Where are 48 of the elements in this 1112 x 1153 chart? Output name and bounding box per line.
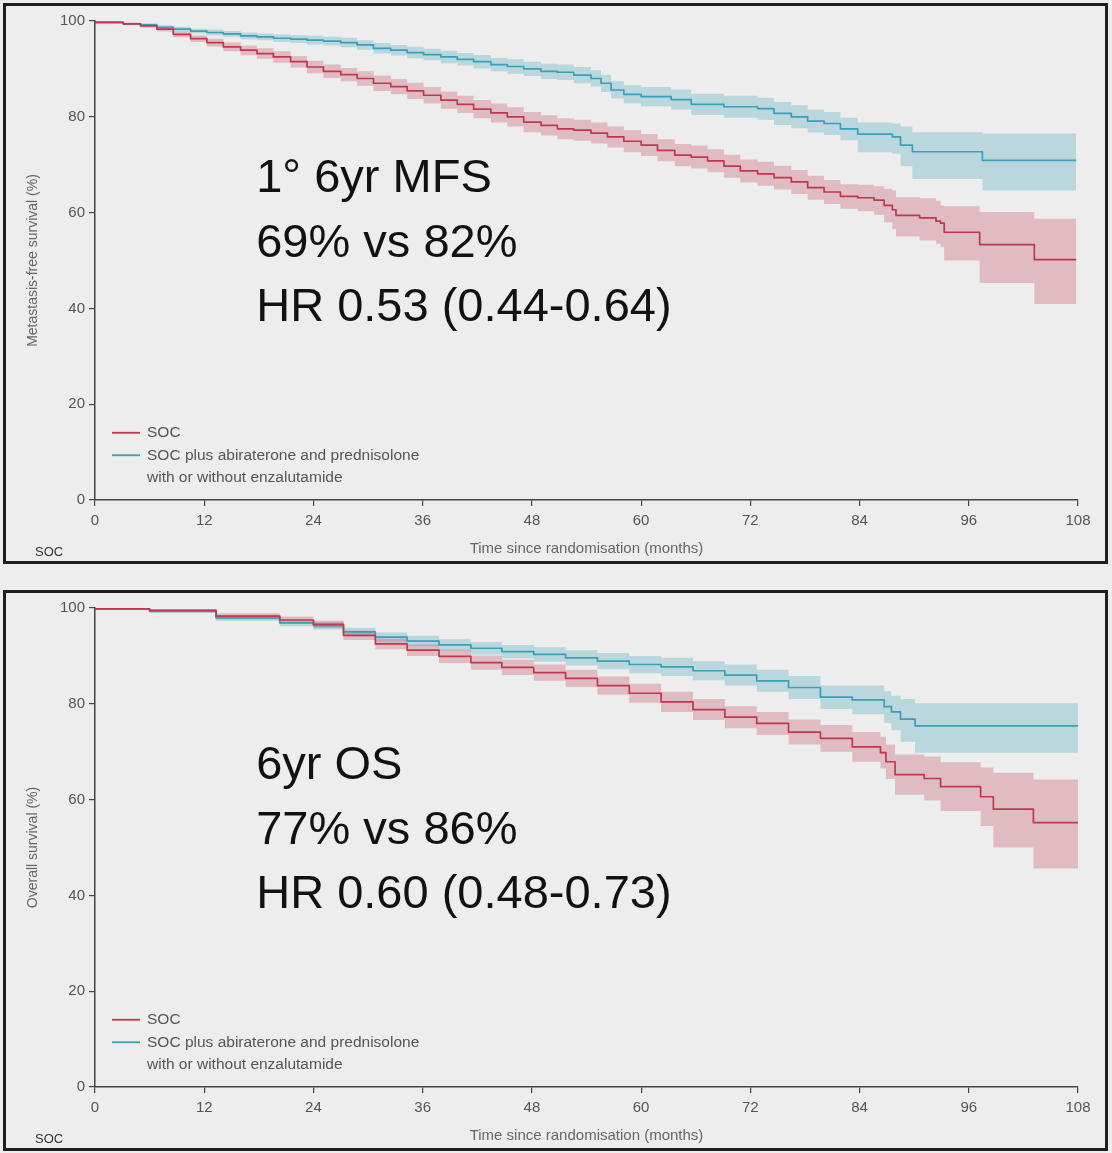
- x-tick-label: 60: [632, 511, 650, 529]
- x-tick-label: 48: [523, 511, 541, 529]
- x-tick-label: 0: [90, 511, 100, 529]
- x-tick-label: 24: [305, 511, 322, 529]
- y-tick-label: 80: [68, 106, 85, 124]
- x-tick-label: 84: [851, 1098, 868, 1116]
- x-tick-label: 108: [1065, 1098, 1091, 1116]
- annotation: HR 0.60 (0.48-0.73): [256, 865, 672, 918]
- x-tick-label: 12: [195, 1098, 213, 1116]
- y-axis-title: Metastasis-free survival (%): [24, 174, 41, 347]
- y-tick-label: 40: [68, 298, 85, 316]
- text: SOC: [35, 544, 64, 559]
- annotation: 1° 6yr MFS: [256, 149, 492, 202]
- x-tick-label: 96: [960, 1098, 978, 1116]
- y-tick-label: 60: [68, 789, 85, 807]
- x-tick-label: 36: [414, 1098, 432, 1116]
- annotation: HR 0.53 (0.44-0.64): [256, 278, 672, 331]
- annotation: 6yr OS: [256, 736, 403, 789]
- x-tick-label: 72: [741, 1098, 759, 1116]
- x-tick-label: 84: [851, 511, 868, 529]
- y-tick-label: 60: [68, 202, 85, 220]
- annotation: 77% vs 86%: [256, 800, 518, 854]
- y-tick-label: 40: [68, 885, 85, 903]
- annotation: 69% vs 82%: [256, 213, 518, 267]
- x-tick-label: 96: [960, 511, 978, 529]
- x-tick-label: 72: [741, 511, 759, 529]
- y-tick-label: 80: [68, 693, 85, 711]
- y-tick-label: 20: [68, 394, 85, 412]
- text: SOC: [35, 1131, 64, 1146]
- x-tick-label: 60: [632, 1098, 650, 1116]
- y-tick-label: 100: [59, 11, 85, 29]
- x-tick-label: 48: [523, 1098, 541, 1116]
- y-axis-title: Overall survival (%): [24, 786, 41, 909]
- y-tick-label: 20: [68, 981, 85, 999]
- y-tick-label: 100: [59, 598, 85, 616]
- x-tick-label: 108: [1065, 511, 1091, 529]
- legend-label: SOC plus abiraterone and prednisolone with or without enzalutamide: [146, 1032, 420, 1073]
- legend-label: SOC plus abiraterone and prednisolone with or without enzalutamide: [146, 445, 420, 486]
- x-tick-label: 36: [414, 511, 432, 529]
- y-tick-label: 0: [76, 490, 85, 508]
- x-tick-label: 12: [195, 511, 213, 529]
- legend-label: SOC: [147, 1010, 181, 1028]
- x-axis-title: Time since randomisation (months): [469, 1126, 704, 1144]
- y-tick-label: 0: [76, 1077, 85, 1095]
- legend-label: SOC: [147, 423, 181, 441]
- x-tick-label: 24: [305, 1098, 322, 1116]
- x-tick-label: 0: [90, 1098, 100, 1116]
- x-axis-title: Time since randomisation (months): [469, 539, 704, 557]
